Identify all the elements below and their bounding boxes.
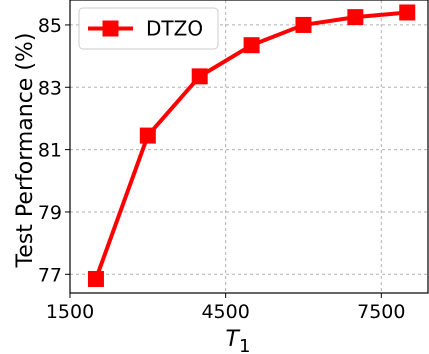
legend: DTZO [78,7,219,50]
legend-label: DTZO [146,17,203,41]
y-tick-label: 77 [38,264,62,286]
y-axis-label: Test Performance (%) [13,33,38,269]
series-layer [87,4,416,287]
legend-box [78,7,219,50]
data-point [243,37,260,54]
data-point [87,270,104,287]
ticks: 1500 4500 7500 77 79 81 83 85 [38,15,406,323]
data-point [399,4,416,21]
data-point [295,16,312,33]
axes [69,0,429,294]
legend-marker [102,20,119,37]
data-point [191,68,208,85]
x-tick-label: 1500 [46,301,94,323]
x-tick-label: 4500 [201,301,249,323]
data-point [139,127,156,144]
y-tick-label: 79 [38,202,62,224]
y-tick-label: 83 [38,77,62,99]
y-tick-label: 81 [38,140,62,162]
data-point [347,9,364,26]
x-tick-label: 7500 [357,301,405,323]
x-axis-label-subscript: 1 [239,336,250,354]
x-axis-label: T1 [226,327,251,354]
plot-frame [69,0,429,294]
x-axis-label-main: T [226,327,241,352]
y-tick-label: 85 [38,15,62,37]
